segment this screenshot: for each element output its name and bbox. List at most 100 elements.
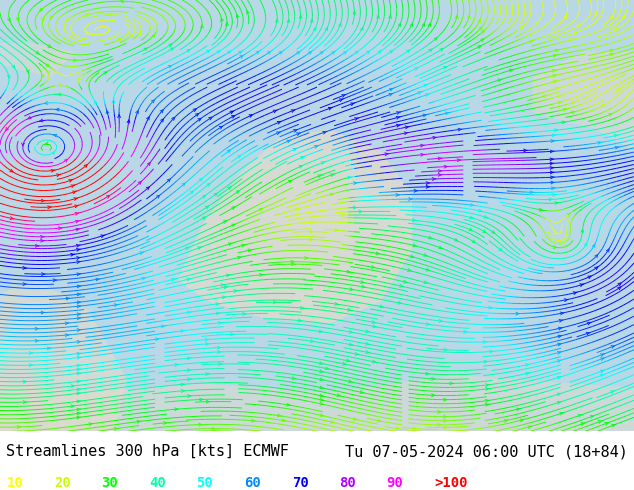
- FancyArrowPatch shape: [339, 99, 344, 101]
- FancyArrowPatch shape: [425, 94, 430, 96]
- FancyArrowPatch shape: [618, 287, 621, 290]
- FancyArrowPatch shape: [297, 133, 301, 135]
- FancyArrowPatch shape: [299, 319, 302, 322]
- FancyArrowPatch shape: [389, 88, 394, 91]
- FancyArrowPatch shape: [479, 209, 482, 212]
- FancyArrowPatch shape: [77, 261, 81, 264]
- FancyArrowPatch shape: [175, 364, 179, 366]
- FancyArrowPatch shape: [396, 427, 399, 430]
- FancyArrowPatch shape: [423, 114, 427, 117]
- FancyArrowPatch shape: [75, 205, 79, 208]
- FancyArrowPatch shape: [380, 305, 384, 308]
- FancyArrowPatch shape: [349, 343, 353, 346]
- FancyArrowPatch shape: [414, 190, 418, 192]
- FancyArrowPatch shape: [66, 297, 70, 300]
- FancyArrowPatch shape: [17, 426, 21, 428]
- FancyArrowPatch shape: [323, 131, 327, 134]
- FancyArrowPatch shape: [6, 127, 9, 130]
- FancyArrowPatch shape: [439, 246, 443, 249]
- FancyArrowPatch shape: [288, 180, 292, 183]
- FancyArrowPatch shape: [77, 78, 80, 81]
- Text: 50: 50: [197, 476, 213, 490]
- FancyArrowPatch shape: [101, 235, 105, 238]
- FancyArrowPatch shape: [385, 153, 389, 155]
- FancyArrowPatch shape: [214, 193, 217, 196]
- FancyArrowPatch shape: [360, 391, 364, 393]
- FancyArrowPatch shape: [231, 224, 235, 227]
- FancyArrowPatch shape: [595, 267, 598, 270]
- FancyArrowPatch shape: [421, 153, 425, 156]
- FancyArrowPatch shape: [573, 292, 577, 294]
- FancyArrowPatch shape: [347, 308, 351, 311]
- FancyArrowPatch shape: [86, 31, 89, 34]
- FancyArrowPatch shape: [558, 95, 562, 98]
- FancyArrowPatch shape: [366, 51, 370, 54]
- FancyArrowPatch shape: [190, 191, 193, 194]
- FancyArrowPatch shape: [397, 112, 401, 114]
- FancyArrowPatch shape: [36, 245, 39, 247]
- FancyArrowPatch shape: [450, 382, 453, 385]
- FancyArrowPatch shape: [221, 19, 223, 22]
- FancyArrowPatch shape: [354, 118, 359, 121]
- FancyArrowPatch shape: [139, 252, 144, 254]
- FancyArrowPatch shape: [470, 216, 474, 219]
- FancyArrowPatch shape: [114, 304, 118, 306]
- FancyArrowPatch shape: [41, 74, 44, 77]
- FancyArrowPatch shape: [555, 202, 559, 204]
- FancyArrowPatch shape: [75, 213, 79, 215]
- FancyArrowPatch shape: [426, 185, 430, 188]
- FancyArrowPatch shape: [477, 46, 481, 49]
- FancyArrowPatch shape: [207, 183, 210, 186]
- FancyArrowPatch shape: [600, 370, 604, 373]
- FancyArrowPatch shape: [77, 356, 81, 359]
- FancyArrowPatch shape: [588, 276, 591, 279]
- FancyArrowPatch shape: [320, 398, 324, 401]
- FancyArrowPatch shape: [346, 359, 350, 362]
- FancyArrowPatch shape: [355, 51, 358, 54]
- FancyArrowPatch shape: [563, 108, 567, 111]
- FancyArrowPatch shape: [120, 0, 124, 2]
- FancyArrowPatch shape: [376, 252, 380, 255]
- FancyArrowPatch shape: [77, 380, 81, 383]
- FancyArrowPatch shape: [309, 238, 313, 241]
- FancyArrowPatch shape: [396, 124, 401, 127]
- FancyArrowPatch shape: [320, 414, 324, 416]
- Text: >100: >100: [434, 476, 468, 490]
- FancyArrowPatch shape: [200, 25, 204, 28]
- FancyArrowPatch shape: [96, 278, 100, 281]
- FancyArrowPatch shape: [199, 178, 202, 181]
- FancyArrowPatch shape: [48, 347, 51, 350]
- FancyArrowPatch shape: [181, 390, 185, 392]
- FancyArrowPatch shape: [328, 107, 332, 110]
- FancyArrowPatch shape: [181, 383, 184, 386]
- FancyArrowPatch shape: [41, 235, 44, 238]
- FancyArrowPatch shape: [108, 13, 111, 16]
- FancyArrowPatch shape: [313, 27, 316, 30]
- FancyArrowPatch shape: [175, 408, 178, 411]
- FancyArrowPatch shape: [304, 256, 308, 259]
- FancyArrowPatch shape: [429, 236, 432, 239]
- FancyArrowPatch shape: [84, 13, 88, 16]
- FancyArrowPatch shape: [486, 388, 489, 391]
- FancyArrowPatch shape: [550, 167, 554, 169]
- FancyArrowPatch shape: [311, 340, 314, 343]
- FancyArrowPatch shape: [576, 25, 579, 28]
- FancyArrowPatch shape: [341, 214, 345, 217]
- FancyArrowPatch shape: [202, 217, 205, 220]
- FancyArrowPatch shape: [580, 284, 584, 287]
- FancyArrowPatch shape: [600, 354, 605, 356]
- FancyArrowPatch shape: [438, 173, 442, 176]
- FancyArrowPatch shape: [51, 152, 55, 155]
- FancyArrowPatch shape: [551, 140, 555, 143]
- FancyArrowPatch shape: [398, 301, 402, 304]
- FancyArrowPatch shape: [27, 70, 29, 73]
- FancyArrowPatch shape: [167, 179, 170, 182]
- FancyArrowPatch shape: [429, 49, 432, 52]
- FancyArrowPatch shape: [355, 352, 359, 355]
- FancyArrowPatch shape: [198, 119, 201, 121]
- FancyArrowPatch shape: [581, 229, 584, 232]
- FancyArrowPatch shape: [242, 244, 246, 247]
- FancyArrowPatch shape: [74, 198, 78, 200]
- FancyArrowPatch shape: [146, 117, 149, 120]
- FancyArrowPatch shape: [36, 327, 39, 330]
